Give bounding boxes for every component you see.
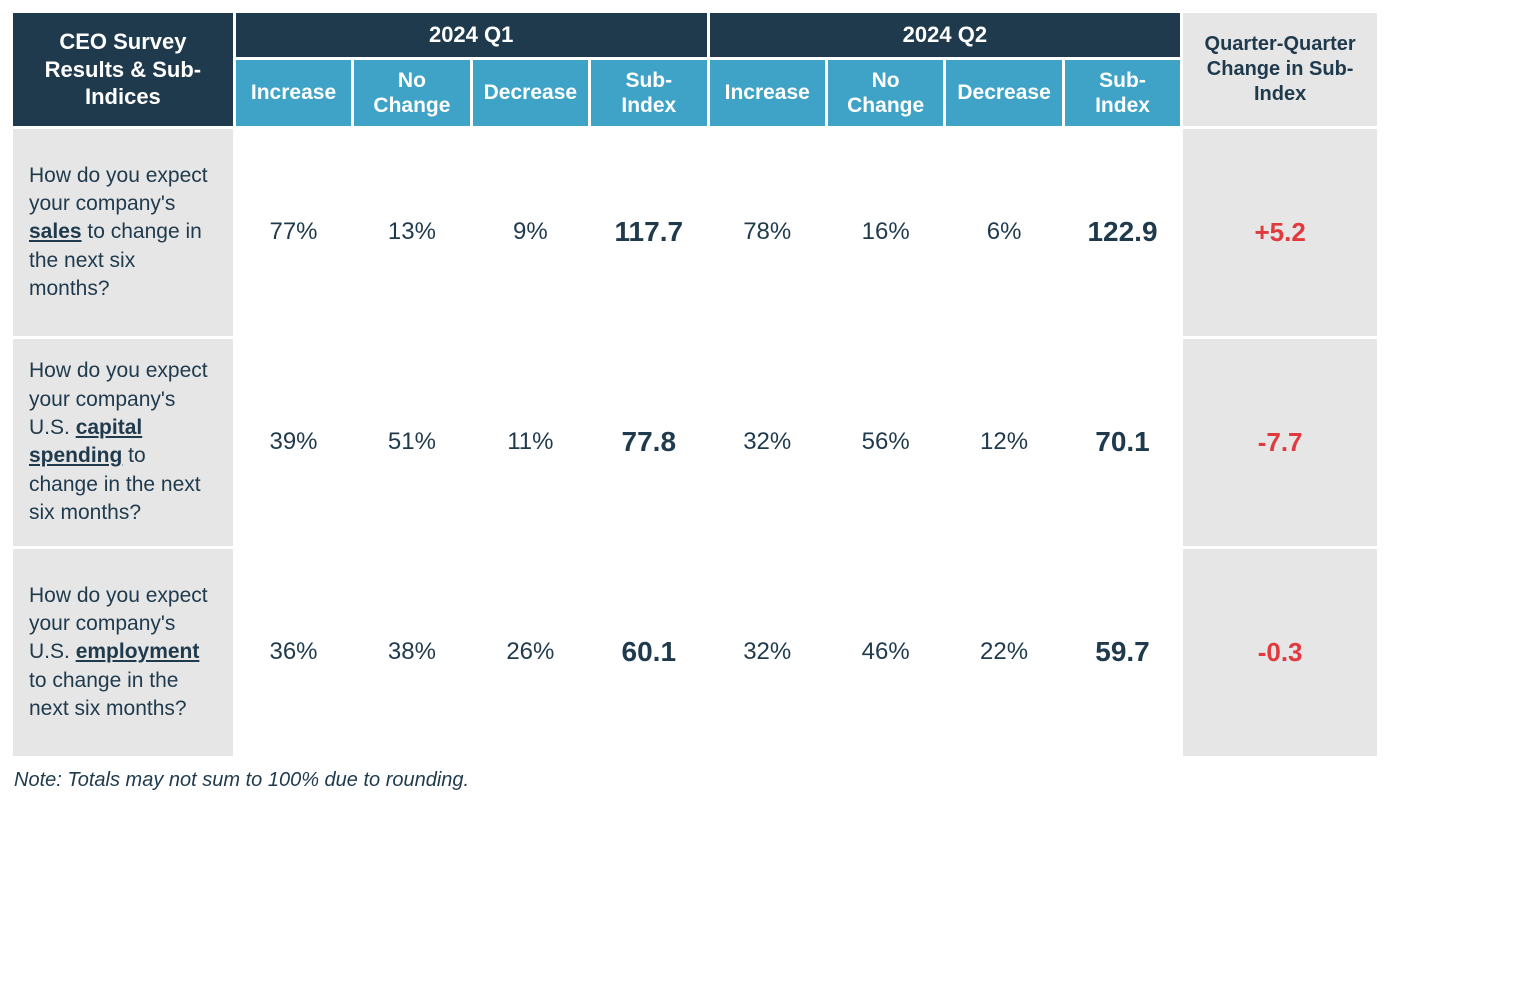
q2-decrease: 12% — [945, 337, 1063, 547]
row-question: How do you expect your company's U.S. em… — [12, 547, 235, 757]
q1-decrease: 9% — [471, 127, 589, 337]
quarter-change: -7.7 — [1182, 337, 1379, 547]
table-row: How do you expect your company's sales t… — [12, 127, 1379, 337]
footnote: Note: Totals may not sum to 100% due to … — [10, 759, 1380, 792]
question-keyword: employment — [76, 640, 200, 663]
q1-decrease: 26% — [471, 547, 589, 757]
table-row: How do you expect your company's U.S. ca… — [12, 337, 1379, 547]
header-q2-increase: Increase — [708, 58, 826, 127]
q2-nochange: 46% — [826, 547, 944, 757]
header-change: Quarter-Quarter Change in Sub-Index — [1182, 12, 1379, 128]
q2-nochange: 56% — [826, 337, 944, 547]
question-keyword: sales — [29, 220, 82, 243]
q1-nochange: 13% — [353, 127, 471, 337]
table-row: How do you expect your company's U.S. em… — [12, 547, 1379, 757]
ceo-survey-table: CEO Survey Results & Sub-Indices 2024 Q1… — [10, 10, 1380, 759]
q2-nochange: 16% — [826, 127, 944, 337]
q2-increase: 78% — [708, 127, 826, 337]
header-q2-subindex: Sub-Index — [1063, 58, 1181, 127]
q2-increase: 32% — [708, 547, 826, 757]
question-post: to change in the next six months? — [29, 669, 187, 720]
q1-subindex: 60.1 — [590, 547, 708, 757]
table-body: How do you expect your company's sales t… — [12, 127, 1379, 757]
q1-increase: 36% — [234, 547, 352, 757]
header-q1: 2024 Q1 — [234, 12, 708, 59]
q1-nochange: 51% — [353, 337, 471, 547]
header-main: CEO Survey Results & Sub-Indices — [12, 12, 235, 128]
q2-subindex: 70.1 — [1063, 337, 1181, 547]
q1-subindex: 77.8 — [590, 337, 708, 547]
row-question: How do you expect your company's sales t… — [12, 127, 235, 337]
q1-subindex: 117.7 — [590, 127, 708, 337]
header-q2-decrease: Decrease — [945, 58, 1063, 127]
q1-nochange: 38% — [353, 547, 471, 757]
q2-subindex: 59.7 — [1063, 547, 1181, 757]
header-q1-decrease: Decrease — [471, 58, 589, 127]
q2-subindex: 122.9 — [1063, 127, 1181, 337]
header-q1-nochange: No Change — [353, 58, 471, 127]
q1-decrease: 11% — [471, 337, 589, 547]
q2-decrease: 22% — [945, 547, 1063, 757]
q1-increase: 77% — [234, 127, 352, 337]
quarter-change: -0.3 — [1182, 547, 1379, 757]
row-question: How do you expect your company's U.S. ca… — [12, 337, 235, 547]
header-q2-nochange: No Change — [826, 58, 944, 127]
quarter-change: +5.2 — [1182, 127, 1379, 337]
q2-decrease: 6% — [945, 127, 1063, 337]
header-q1-increase: Increase — [234, 58, 352, 127]
q2-increase: 32% — [708, 337, 826, 547]
question-pre: How do you expect your company's — [29, 164, 208, 215]
header-q2: 2024 Q2 — [708, 12, 1182, 59]
q1-increase: 39% — [234, 337, 352, 547]
header-q1-subindex: Sub-Index — [590, 58, 708, 127]
